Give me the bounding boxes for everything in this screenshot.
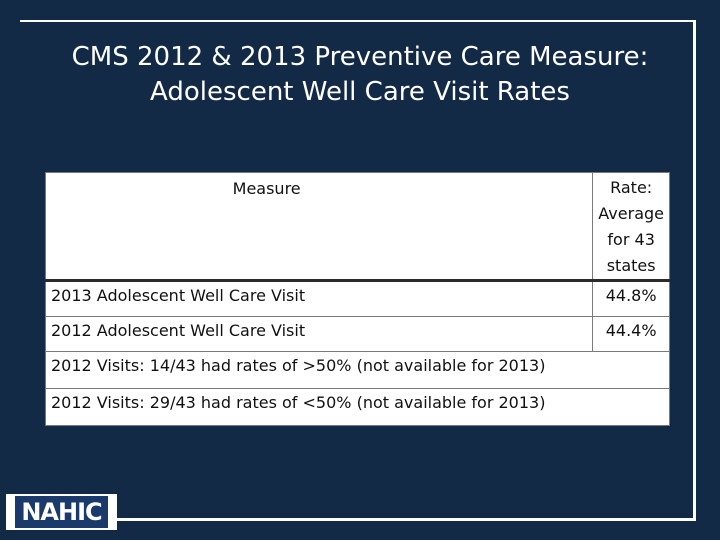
slide-title: CMS 2012 & 2013 Preventive Care Measure:…: [20, 40, 700, 110]
note-cell: 2012 Visits: 14/43 had rates of >50% (no…: [45, 351, 670, 389]
header-measure: Measure: [44, 172, 594, 281]
note-cell: 2012 Visits: 29/43 had rates of <50% (no…: [45, 388, 670, 426]
row-measure: 2012 Adolescent Well Care Visit: [44, 316, 594, 352]
measures-table: Measure Rate: Average for 43 states 2013…: [44, 172, 670, 426]
title-line-2: Adolescent Well Care Visit Rates: [150, 77, 570, 107]
row-rate: 44.4%: [592, 316, 670, 352]
table-row: 2012 Adolescent Well Care Visit 44.4%: [44, 316, 670, 352]
table-note-row: 2012 Visits: 29/43 had rates of <50% (no…: [45, 388, 670, 426]
row-measure: 2013 Adolescent Well Care Visit: [44, 279, 594, 317]
slide-frame: [20, 20, 696, 521]
table-row: 2013 Adolescent Well Care Visit 44.8%: [44, 279, 670, 317]
header-rate-line-1: Rate: Average: [598, 178, 664, 223]
header-rate: Rate: Average for 43 states: [592, 172, 670, 281]
header-rate-line-2: for 43 states: [606, 230, 656, 275]
logo-text: NAHIC: [15, 496, 108, 528]
title-line-1: CMS 2012 & 2013 Preventive Care Measure:: [71, 42, 649, 72]
row-rate: 44.8%: [592, 279, 670, 317]
nahic-logo: NAHIC: [6, 494, 117, 530]
table-note-row: 2012 Visits: 14/43 had rates of >50% (no…: [45, 351, 670, 389]
table-header-row: Measure Rate: Average for 43 states: [44, 172, 670, 281]
